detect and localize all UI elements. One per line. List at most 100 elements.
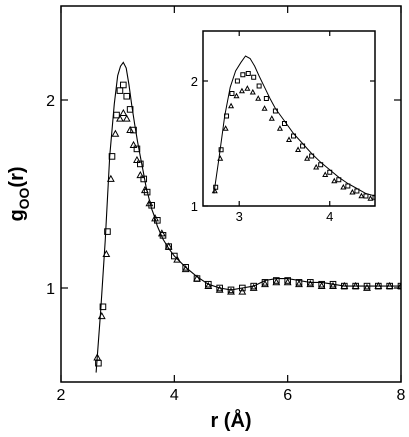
inset-plot: 3 4 1 2 <box>191 30 376 224</box>
inset-triangle-marker <box>304 155 311 161</box>
inset-square-marker <box>318 162 324 168</box>
main-square-marker <box>329 280 337 288</box>
main-square-marker <box>120 81 127 89</box>
inset-square-marker <box>281 121 287 126</box>
main-square-marker <box>216 284 223 292</box>
inset-square-marker <box>234 78 240 84</box>
main-x-tick-label: 4 <box>170 387 179 404</box>
inset-square-marker <box>240 72 246 78</box>
main-triangle-marker <box>397 281 401 289</box>
main-triangle-marker <box>133 155 141 164</box>
main-triangle-marker <box>126 125 135 133</box>
main-triangle-marker <box>106 174 115 182</box>
main-square-marker <box>363 282 371 290</box>
inset-y-tick-label: 1 <box>191 199 198 214</box>
main-square-marker <box>182 264 189 271</box>
main-plot-frame <box>60 5 402 383</box>
inset-triangle-marker <box>217 155 224 161</box>
x-axis-title: r (Å) <box>210 408 251 432</box>
main-series-layer <box>93 61 401 373</box>
inset-triangle-marker <box>322 171 329 177</box>
inset-square-marker <box>354 188 360 194</box>
main-square-marker <box>318 280 325 288</box>
main-triangle-marker <box>317 281 326 289</box>
inset-square-marker <box>224 113 230 119</box>
inset-square-marker <box>291 133 297 139</box>
inset-square-marker <box>245 71 251 76</box>
inset-square-marker <box>372 194 375 200</box>
inset-plot-frame <box>202 30 376 207</box>
main-triangle-marker <box>385 281 394 289</box>
inset-square-marker <box>300 143 306 149</box>
inset-series-layer <box>211 55 375 201</box>
inset-triangle-marker <box>222 125 229 131</box>
inset-square-marker <box>256 83 262 89</box>
main-triangle-marker <box>227 287 235 295</box>
main-square-marker <box>126 106 134 113</box>
main-triangle-marker <box>306 279 315 288</box>
inset-triangle-marker <box>313 163 320 170</box>
main-square-marker <box>140 175 148 183</box>
inset-square-marker <box>263 96 269 101</box>
main-triangle-marker <box>363 283 371 291</box>
main-triangle-marker <box>272 278 281 286</box>
inset-triangle-marker <box>211 187 218 194</box>
main-square-marker <box>250 282 257 290</box>
inset-square-marker <box>309 153 315 159</box>
inset-series-group <box>211 55 375 201</box>
main-triangle-marker <box>136 170 145 179</box>
main-triangle-marker <box>122 114 131 122</box>
inset-y-tick-label: 2 <box>191 74 198 89</box>
inset-triangle-marker <box>261 105 268 111</box>
main-triangle-marker <box>145 199 154 207</box>
main-triangle-marker <box>102 249 111 258</box>
main-square-marker <box>239 284 246 292</box>
inset-triangle-marker <box>249 88 256 95</box>
inset-triangle-marker <box>367 195 374 201</box>
main-triangle-marker <box>164 242 173 250</box>
main-square-marker <box>295 279 303 286</box>
main-triangle-marker <box>129 140 138 148</box>
main-triangle-marker <box>351 281 360 289</box>
main-x-tick-label: 8 <box>397 387 406 404</box>
inset-triangle-marker <box>349 188 356 195</box>
main-y-tick-label: 2 <box>46 93 55 110</box>
main-triangle-marker <box>116 114 124 122</box>
main-triangle-marker <box>283 278 292 286</box>
main-triangle-marker <box>140 185 149 194</box>
main-triangle-marker <box>340 281 349 289</box>
inset-triangle-marker <box>340 183 347 190</box>
inset-triangle-marker <box>255 95 262 101</box>
inset-x-tick-label: 3 <box>236 209 243 224</box>
inset-triangle-marker <box>268 115 275 121</box>
inset-square-marker <box>218 147 224 153</box>
main-triangle-marker <box>93 353 102 361</box>
main-square-marker <box>261 279 269 286</box>
inset-square-marker <box>251 74 257 80</box>
inset-triangle-marker <box>285 136 293 142</box>
main-triangle-marker <box>329 281 337 289</box>
inset-triangle-marker <box>238 87 245 94</box>
y-axis-title-tail: (r) <box>6 166 28 187</box>
main-triangle-marker <box>173 255 182 263</box>
main-triangle-marker <box>374 281 383 289</box>
inset-triangle-marker <box>358 192 365 199</box>
main-triangle-marker <box>119 108 128 117</box>
y-axis-title-subscript: OO <box>16 187 32 209</box>
main-square-marker <box>273 277 280 284</box>
main-plot: 2 4 6 8 1 2 <box>46 5 406 404</box>
main-square-marker <box>284 277 291 284</box>
main-square-marker <box>108 153 116 160</box>
main-square-marker <box>123 92 131 100</box>
main-square-marker <box>133 145 141 153</box>
main-square-marker <box>397 282 401 290</box>
main-square-marker <box>227 286 235 294</box>
inset-square-marker <box>327 169 333 175</box>
main-square-marker <box>137 160 144 168</box>
inset-triangle-marker <box>244 85 251 91</box>
main-triangle-marker <box>261 279 269 288</box>
main-square-marker <box>99 303 107 311</box>
inset-square-marker <box>213 184 219 190</box>
main-series-group <box>93 61 401 373</box>
